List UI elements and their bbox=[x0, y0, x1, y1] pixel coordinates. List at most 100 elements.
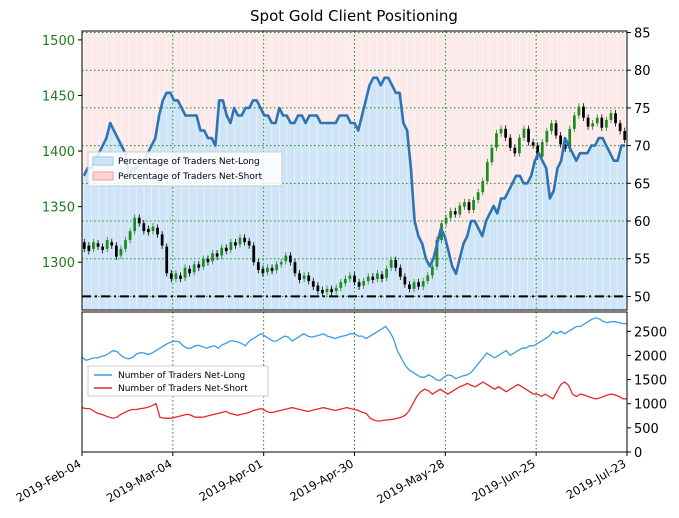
percent-tick-label: 75 bbox=[634, 102, 651, 117]
candle-body bbox=[568, 128, 572, 149]
candle-body bbox=[165, 246, 169, 274]
net-long-fill-bar bbox=[168, 92, 173, 311]
net-short-fill-bar bbox=[341, 31, 346, 116]
net-long-fill-bar bbox=[236, 115, 241, 310]
price-tick-label: 1300 bbox=[42, 256, 75, 271]
net-short-fill-bar bbox=[529, 31, 534, 176]
net-long-fill-bar bbox=[439, 228, 444, 310]
candle-body bbox=[362, 281, 366, 286]
candle-body bbox=[160, 234, 164, 246]
net-long-fill-bar bbox=[213, 145, 218, 310]
net-long-fill-bar bbox=[318, 122, 323, 310]
candle-body bbox=[472, 199, 475, 210]
candle-body bbox=[197, 264, 201, 268]
trader-count-series-line bbox=[81, 317, 627, 382]
candle-body bbox=[380, 274, 384, 279]
net-short-fill-bar bbox=[596, 31, 601, 139]
candle-body bbox=[293, 262, 297, 274]
candle-body bbox=[247, 241, 251, 246]
count-tick-label: 500 bbox=[634, 422, 659, 437]
net-long-fill-bar bbox=[251, 100, 256, 310]
net-long-fill-bar bbox=[551, 190, 556, 310]
candle-body bbox=[554, 123, 558, 136]
candle-body bbox=[211, 253, 214, 262]
candle-body bbox=[366, 276, 370, 282]
candle-body bbox=[545, 131, 549, 143]
candle-body bbox=[449, 211, 453, 218]
net-long-fill-bar bbox=[183, 115, 188, 310]
net-long-fill-bar bbox=[566, 145, 571, 310]
net-short-fill-bar bbox=[611, 31, 617, 161]
net-long-fill-bar bbox=[138, 160, 143, 310]
candle-body bbox=[371, 276, 375, 280]
net-short-fill-bar bbox=[521, 31, 526, 184]
net-long-fill-bar bbox=[363, 100, 368, 310]
legend-swatch-net-short bbox=[92, 171, 114, 181]
net-short-fill-bar bbox=[348, 31, 353, 123]
price-tick-label: 1500 bbox=[42, 34, 75, 49]
candle-body bbox=[540, 142, 544, 157]
net-short-fill-bar bbox=[581, 31, 586, 154]
candle-body bbox=[463, 202, 466, 207]
candle-body bbox=[101, 246, 104, 250]
candle-body bbox=[321, 289, 324, 294]
percent-tick-label: 55 bbox=[634, 253, 651, 268]
count-tick-label: 2500 bbox=[634, 325, 667, 340]
net-long-fill-bar bbox=[596, 138, 601, 310]
net-long-fill-bar bbox=[491, 205, 496, 310]
candle-body bbox=[261, 268, 265, 274]
net-long-fill-bar bbox=[160, 100, 165, 310]
percent-tick-label: 60 bbox=[634, 215, 651, 230]
net-long-fill-bar bbox=[221, 100, 226, 310]
candle-body bbox=[376, 273, 379, 279]
net-long-fill-bar bbox=[153, 138, 158, 310]
net-long-fill-bar bbox=[499, 198, 504, 310]
candle-body bbox=[206, 258, 210, 263]
net-long-fill-bar bbox=[341, 115, 346, 310]
net-short-fill-bar bbox=[206, 31, 211, 139]
net-short-fill-bar bbox=[228, 31, 233, 123]
legend-label-count-short: Number of Traders Net-Short bbox=[118, 384, 248, 394]
net-long-fill-bar bbox=[228, 122, 233, 310]
price-tick-label: 1350 bbox=[42, 201, 75, 216]
net-short-fill-bar bbox=[221, 31, 226, 101]
candle-body bbox=[316, 285, 320, 292]
net-long-fill-bar bbox=[484, 221, 489, 310]
candle-body bbox=[550, 123, 553, 132]
candle-body bbox=[133, 217, 137, 232]
net-short-fill-bar bbox=[484, 31, 489, 222]
net-short-fill-bar bbox=[551, 31, 556, 191]
net-long-fill-bar bbox=[454, 273, 459, 310]
candle-body bbox=[137, 217, 141, 224]
net-short-fill-bar bbox=[115, 31, 120, 139]
price-tick-label: 1450 bbox=[42, 89, 75, 104]
date-tick-label: 2019-Feb-04 bbox=[14, 456, 84, 504]
candle-body bbox=[334, 287, 338, 292]
net-short-fill-bar bbox=[356, 31, 361, 131]
candle-body bbox=[169, 273, 173, 279]
candle-body bbox=[275, 264, 279, 270]
net-long-fill-bar bbox=[108, 122, 113, 310]
date-tick-label: 2019-May-28 bbox=[374, 456, 447, 506]
net-long-fill-bar bbox=[401, 122, 406, 310]
net-short-fill-bar bbox=[566, 31, 571, 146]
net-short-fill-bar bbox=[409, 31, 414, 169]
net-short-fill-bar bbox=[93, 31, 98, 161]
net-short-fill-bar bbox=[589, 31, 594, 146]
candle-body bbox=[82, 242, 86, 249]
candle-body bbox=[298, 273, 301, 280]
net-long-fill-bar bbox=[469, 221, 474, 310]
candle-body bbox=[453, 211, 457, 215]
candle-body bbox=[188, 268, 191, 274]
candle-body bbox=[174, 273, 178, 279]
net-long-fill-bar bbox=[93, 160, 98, 310]
count-axis: 0 500 1000 1500 2000 2500 bbox=[627, 325, 667, 461]
net-long-fill-bar bbox=[514, 175, 519, 310]
net-short-fill-bar bbox=[424, 31, 429, 259]
legend-swatch-net-long bbox=[92, 156, 114, 166]
percent-tick-label: 65 bbox=[634, 177, 651, 192]
net-long-fill-bar bbox=[311, 115, 316, 310]
net-short-fill-bar bbox=[619, 31, 624, 146]
candle-body bbox=[339, 282, 343, 288]
candle-body bbox=[353, 275, 356, 283]
